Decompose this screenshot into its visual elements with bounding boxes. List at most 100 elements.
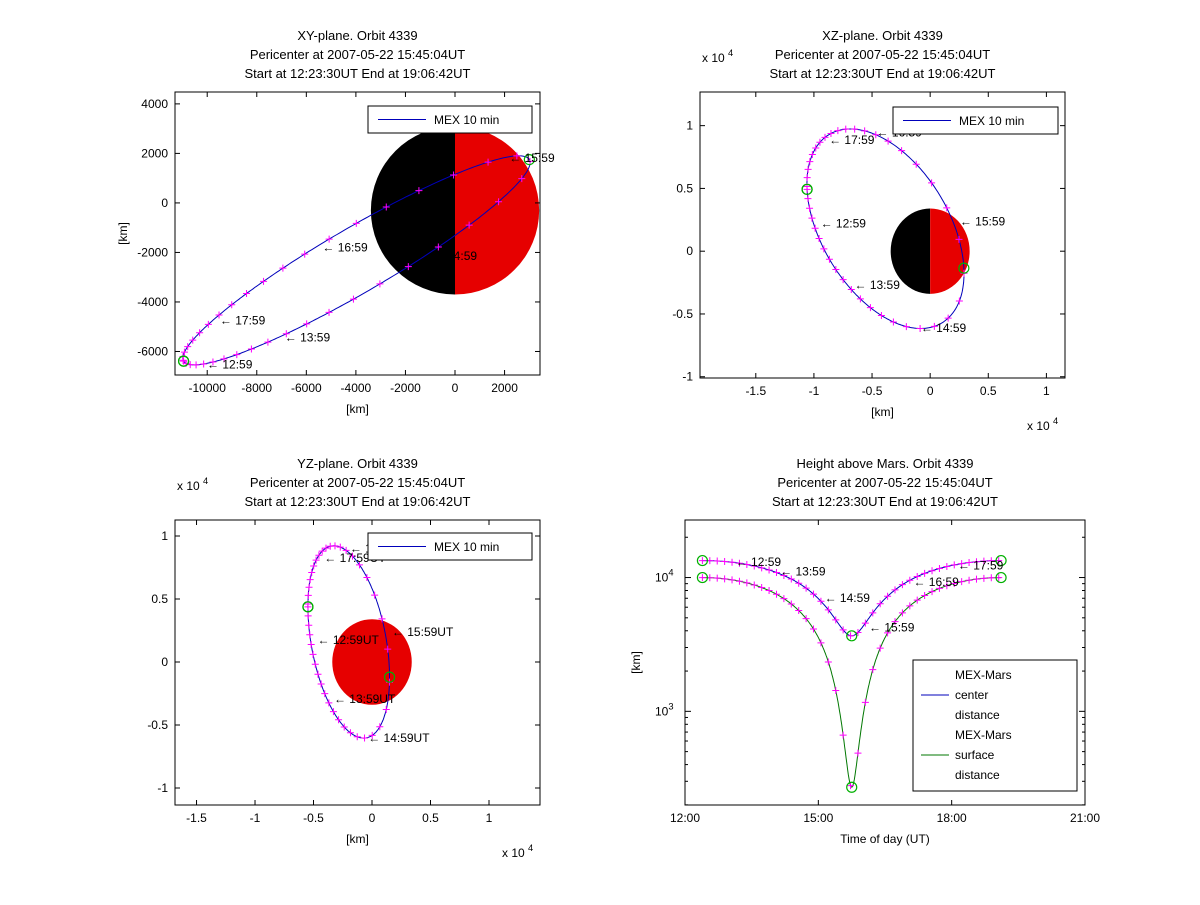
ten-min-marker [898, 609, 906, 617]
ten-min-marker [795, 579, 803, 587]
time-annotation: ← 13:59 [855, 278, 901, 292]
ten-min-marker [180, 348, 188, 356]
ten-min-marker [921, 569, 929, 577]
ten-min-marker [750, 562, 758, 570]
y-tick-label: 2000 [141, 146, 168, 160]
ten-min-marker [526, 157, 534, 165]
x-tick-label: -8000 [241, 381, 272, 395]
ten-min-marker [184, 343, 192, 351]
ten-min-marker [179, 356, 187, 364]
legend-label: distance [955, 768, 1000, 782]
ten-min-marker [802, 615, 810, 623]
ten-min-marker [861, 619, 869, 627]
y-tick-label: 0.5 [676, 181, 693, 195]
y-tick-label: -4000 [137, 295, 168, 309]
ten-min-marker [921, 592, 929, 600]
time-annotation: ← 15:59 [509, 151, 555, 165]
ten-min-marker [209, 358, 217, 366]
panel-title-line-1: YZ-plane. Orbit 4339 [297, 456, 418, 471]
ten-min-marker [336, 543, 344, 551]
x-tick-label: -1.5 [745, 384, 766, 398]
ten-min-marker [891, 586, 899, 594]
ten-min-marker [898, 147, 906, 155]
ten-min-marker [877, 311, 885, 319]
panel-title-line-3: Start at 12:23:30UT End at 19:06:42UT [245, 66, 471, 81]
ten-min-marker [854, 749, 862, 757]
ten-min-marker [371, 591, 379, 599]
ten-min-marker [808, 150, 816, 158]
ten-min-marker [233, 351, 241, 359]
ten-min-marker [839, 731, 847, 739]
x-tick-label: 18:00 [937, 811, 967, 825]
x-tick-label: 15:00 [803, 811, 833, 825]
ten-min-marker [353, 733, 361, 741]
panel-title-line-2: Pericenter at 2007-05-22 15:45:04UT [777, 475, 992, 490]
panel-title-line-3: Start at 12:23:30UT End at 19:06:42UT [772, 494, 998, 509]
ten-min-marker [698, 557, 706, 565]
ten-min-marker [735, 577, 743, 585]
ten-min-marker [950, 579, 958, 587]
y-tick-label: 0 [686, 244, 693, 258]
ten-min-marker [930, 322, 938, 330]
ten-min-marker [980, 557, 988, 565]
y-tick-label: 104 [655, 568, 674, 585]
ten-min-marker [950, 561, 958, 569]
x-tick-label: 0 [452, 381, 459, 395]
ten-min-marker [721, 575, 729, 583]
ten-min-marker [965, 559, 973, 567]
x-axis-label: [km] [871, 405, 894, 419]
ten-min-marker [817, 597, 825, 605]
ten-min-marker [913, 596, 921, 604]
y-tick-label: 0 [161, 196, 168, 210]
time-annotation: ← 15:59 [869, 621, 915, 635]
panel-title-line-2: Pericenter at 2007-05-22 15:45:04UT [250, 475, 465, 490]
ten-min-marker [943, 582, 951, 590]
ten-min-marker [816, 138, 824, 146]
ten-min-marker [192, 361, 200, 369]
ten-min-marker [847, 632, 855, 640]
ten-min-marker [352, 219, 360, 227]
ten-min-marker [955, 235, 963, 243]
ten-min-marker [382, 203, 390, 211]
endpoint-circle [995, 571, 1007, 584]
ten-min-marker [787, 575, 795, 583]
time-annotation: ← 13:59UT [334, 692, 396, 706]
endpoint-circle [302, 601, 314, 613]
ten-min-marker [465, 221, 473, 229]
legend-label: MEX-Mars [955, 668, 1012, 682]
y-tick-label: -1 [157, 781, 168, 795]
x-tick-label: 0 [369, 811, 376, 825]
ten-min-marker [513, 152, 521, 160]
x-axis-label: Time of day (UT) [840, 832, 930, 846]
ten-min-marker [765, 566, 773, 574]
ten-min-marker [824, 606, 832, 614]
time-annotation: ← 12:59 [821, 217, 867, 231]
panel-title-line-1: Height above Mars. Orbit 4339 [796, 456, 973, 471]
ten-min-marker [325, 235, 333, 243]
ten-min-marker [847, 782, 855, 790]
ten-min-marker [215, 311, 223, 319]
panel-title-line-1: XY-plane. Orbit 4339 [297, 28, 417, 43]
y-tick-label: 103 [655, 701, 674, 718]
time-annotation: ← 17:59 [829, 133, 875, 147]
endpoint-circle [995, 554, 1007, 567]
ten-min-marker [810, 625, 818, 633]
ten-min-marker [958, 560, 966, 568]
ten-min-marker [279, 264, 287, 272]
ten-min-marker [311, 660, 319, 668]
ten-min-marker [889, 318, 897, 326]
y-tick-label: -2000 [137, 245, 168, 259]
ten-min-marker [306, 631, 314, 639]
ten-min-marker [315, 551, 323, 559]
x-axis-exponent: x 10 4 [502, 843, 533, 860]
x-tick-label: 21:00 [1070, 811, 1100, 825]
ten-min-marker [884, 629, 892, 637]
ten-min-marker [872, 131, 880, 139]
x-tick-label: 0.5 [422, 811, 439, 825]
endpoint-circle [958, 262, 970, 274]
ten-min-marker [434, 243, 442, 251]
time-annotation: ← 12:59 [207, 358, 253, 372]
ten-min-marker [866, 304, 874, 312]
ten-min-marker [349, 552, 357, 560]
ten-min-marker [913, 573, 921, 581]
